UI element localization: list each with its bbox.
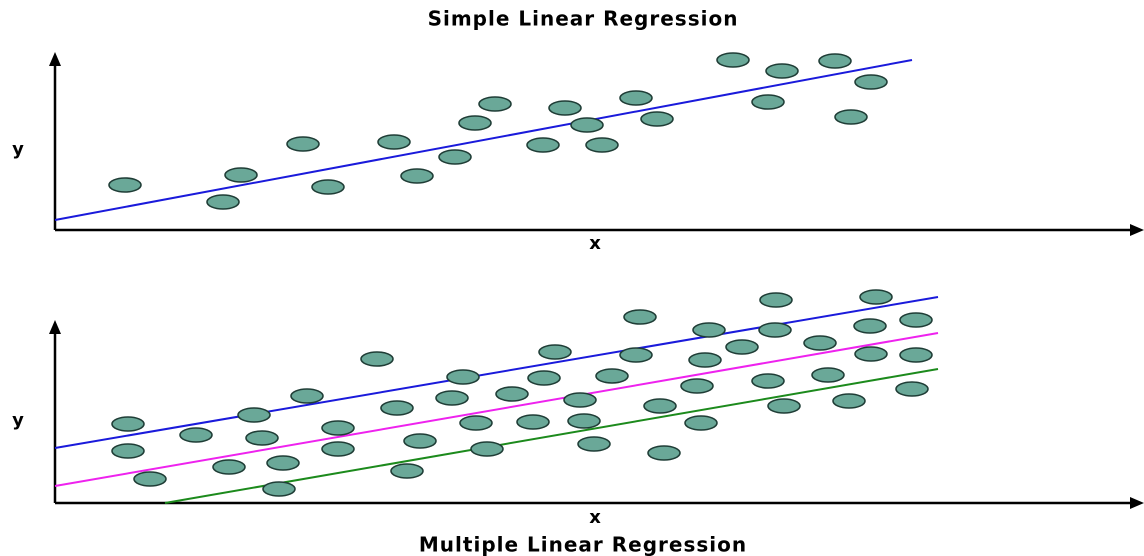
point <box>108 177 142 193</box>
regression-line <box>164 368 939 504</box>
point <box>647 445 681 461</box>
bottom-points <box>111 289 933 497</box>
point <box>237 407 271 423</box>
point <box>470 441 504 457</box>
point <box>853 318 887 334</box>
point <box>446 369 480 385</box>
point <box>818 53 852 69</box>
point <box>759 292 793 308</box>
point <box>758 322 792 338</box>
top-points <box>108 52 888 210</box>
point <box>563 392 597 408</box>
point <box>570 117 604 133</box>
point <box>224 167 258 183</box>
point <box>438 149 472 165</box>
point <box>854 346 888 362</box>
point <box>688 352 722 368</box>
point <box>803 335 837 351</box>
point <box>859 289 893 305</box>
point <box>716 52 750 68</box>
point <box>245 430 279 446</box>
bottom-title: Multiple Linear Regression <box>419 533 747 556</box>
point <box>567 413 601 429</box>
bottom-x-label: x <box>589 507 601 528</box>
point <box>400 168 434 184</box>
top-y-label: y <box>12 139 24 160</box>
point <box>899 312 933 328</box>
arrow-head <box>1130 497 1144 509</box>
point <box>619 347 653 363</box>
point <box>290 388 324 404</box>
point <box>458 115 492 131</box>
point <box>435 390 469 406</box>
bottom-axes <box>53 330 1132 505</box>
point <box>526 137 560 153</box>
point <box>538 344 572 360</box>
point <box>206 194 240 210</box>
point <box>516 414 550 430</box>
point <box>811 367 845 383</box>
point <box>360 351 394 367</box>
point <box>585 137 619 153</box>
point <box>266 455 300 471</box>
point <box>111 416 145 432</box>
regression-line <box>54 332 939 487</box>
point <box>459 415 493 431</box>
arrow-head <box>1130 224 1144 236</box>
point <box>834 109 868 125</box>
top-title: Simple Linear Regression <box>428 7 739 31</box>
point <box>380 400 414 416</box>
top-x-label: x <box>589 233 601 254</box>
point <box>527 370 561 386</box>
point <box>321 420 355 436</box>
point <box>311 179 345 195</box>
point <box>377 134 411 150</box>
point <box>478 96 512 112</box>
point <box>179 427 213 443</box>
point <box>680 378 714 394</box>
point <box>548 100 582 116</box>
point <box>684 415 718 431</box>
point <box>619 90 653 106</box>
point <box>832 393 866 409</box>
regression-line <box>54 59 913 221</box>
point <box>111 443 145 459</box>
regression-line <box>54 296 939 449</box>
point <box>595 368 629 384</box>
point <box>212 459 246 475</box>
point <box>262 481 296 497</box>
bottom-y-label: y <box>12 410 24 431</box>
point <box>133 471 167 487</box>
point <box>623 309 657 325</box>
point <box>765 63 799 79</box>
point <box>895 381 929 397</box>
point <box>751 373 785 389</box>
point <box>899 347 933 363</box>
arrow-head <box>49 52 61 66</box>
arrow-head <box>49 320 61 334</box>
top-axes <box>53 62 1132 232</box>
point <box>321 441 355 457</box>
point <box>643 398 677 414</box>
point <box>751 94 785 110</box>
point <box>495 386 529 402</box>
point <box>692 322 726 338</box>
point <box>390 463 424 479</box>
point <box>725 339 759 355</box>
point <box>577 436 611 452</box>
point <box>767 398 801 414</box>
point <box>640 111 674 127</box>
point <box>403 433 437 449</box>
point <box>286 136 320 152</box>
point <box>854 74 888 90</box>
